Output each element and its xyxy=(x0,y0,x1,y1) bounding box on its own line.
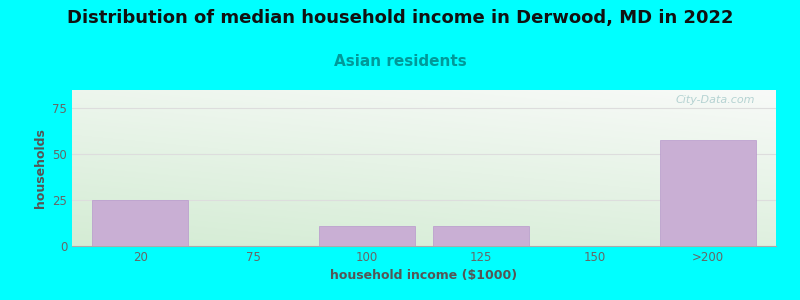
Y-axis label: households: households xyxy=(34,128,46,208)
Text: Asian residents: Asian residents xyxy=(334,54,466,69)
Bar xyxy=(92,200,188,246)
Bar xyxy=(660,140,756,246)
X-axis label: household income ($1000): household income ($1000) xyxy=(330,269,518,282)
Text: City-Data.com: City-Data.com xyxy=(675,95,755,105)
Bar xyxy=(433,226,529,246)
Bar xyxy=(319,226,415,246)
Text: Distribution of median household income in Derwood, MD in 2022: Distribution of median household income … xyxy=(66,9,734,27)
